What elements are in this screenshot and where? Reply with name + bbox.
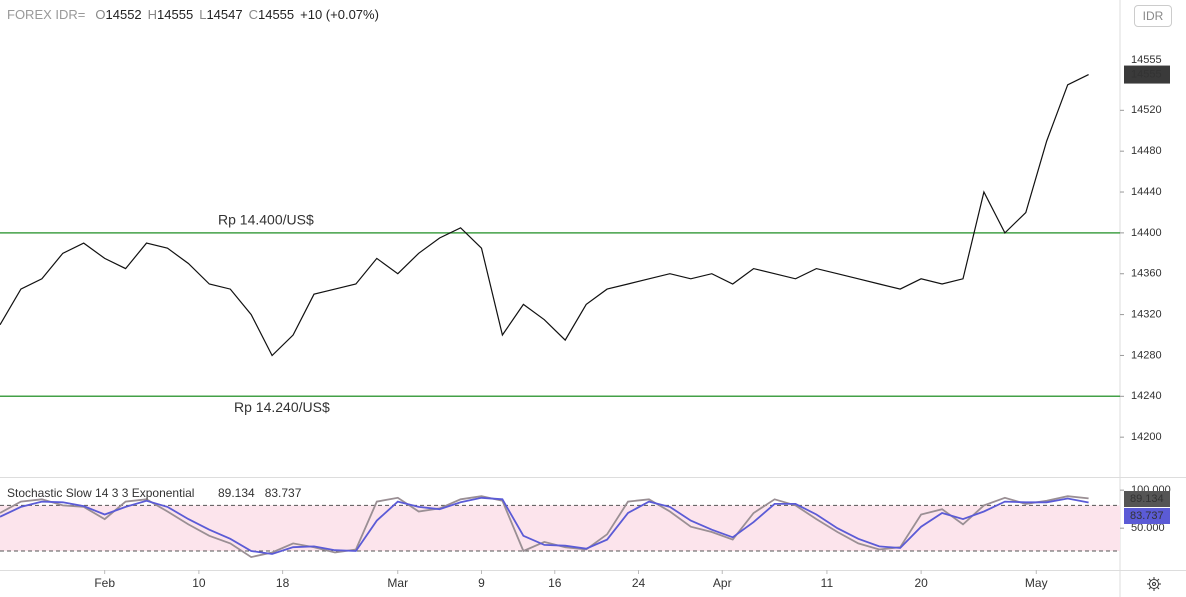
settings-icon[interactable] bbox=[1147, 577, 1161, 591]
y-tick-label: 14440 bbox=[1131, 186, 1162, 198]
y-tick-label: 14240 bbox=[1131, 390, 1162, 402]
x-tick-label: 24 bbox=[632, 576, 646, 590]
legend-value: 83.737 bbox=[265, 486, 302, 500]
last-value-box bbox=[1124, 491, 1170, 507]
ohlc-label: C bbox=[248, 7, 258, 22]
x-tick-label: 18 bbox=[276, 576, 290, 590]
oscillator-line bbox=[0, 496, 1089, 555]
x-tick-label: Apr bbox=[713, 576, 732, 590]
price-line bbox=[0, 74, 1089, 357]
x-tick-label: Feb bbox=[94, 576, 115, 590]
open: 14552 bbox=[105, 7, 142, 22]
ohlc-label: O bbox=[95, 7, 106, 22]
symbol-header: FOREX IDR= O14552 H14555 L14547 C14555 +10 (+… bbox=[7, 7, 379, 22]
last-price-box bbox=[1124, 65, 1170, 84]
level-label: Rp 14.400/US$ bbox=[218, 212, 314, 228]
x-tick-label: May bbox=[1025, 576, 1048, 590]
level-label: Rp 14.240/US$ bbox=[234, 399, 330, 415]
close: 14555 bbox=[257, 7, 295, 22]
y-tick-label: 14480 bbox=[1131, 145, 1162, 157]
change: +10 (+0.07%) bbox=[300, 7, 379, 22]
y-tick-label: 14360 bbox=[1131, 268, 1162, 280]
oscillator-line bbox=[0, 495, 1089, 559]
y-tick-label: 50.000 bbox=[1131, 522, 1165, 534]
oscillator-band bbox=[0, 505, 1120, 551]
low: 14547 bbox=[206, 7, 243, 22]
symbol: FOREX IDR= bbox=[7, 7, 86, 22]
y-tick-label: 14280 bbox=[1131, 349, 1162, 361]
x-tick-label: Mar bbox=[387, 576, 408, 590]
last-value-box bbox=[1124, 508, 1170, 524]
y-tick-label: 14320 bbox=[1131, 309, 1162, 321]
ohlc-label: L bbox=[199, 7, 207, 22]
x-tick-label: 20 bbox=[914, 576, 928, 590]
indicator-title: Stochastic Slow 14 3 3 Exponential bbox=[7, 486, 194, 500]
price-label: 14555 bbox=[1131, 54, 1162, 66]
x-tick-label: 9 bbox=[478, 576, 485, 590]
y-tick-label: 14520 bbox=[1131, 104, 1162, 116]
last-value-label: 83.737 bbox=[1130, 510, 1164, 522]
y-tick-label: 14200 bbox=[1131, 431, 1162, 443]
y-tick-label: 14400 bbox=[1131, 227, 1162, 239]
high: 14555 bbox=[157, 7, 194, 22]
last-value-label: 89.134 bbox=[1130, 493, 1164, 505]
legend-value: 89.134 bbox=[218, 486, 255, 500]
last-price-label: 14555 bbox=[1131, 68, 1162, 80]
x-tick-label: 10 bbox=[192, 576, 206, 590]
x-tick-label: 11 bbox=[821, 576, 834, 590]
currency-button[interactable]: IDR bbox=[1134, 5, 1172, 27]
x-tick-label: 16 bbox=[548, 576, 562, 590]
ohlc-label: H bbox=[147, 7, 158, 22]
